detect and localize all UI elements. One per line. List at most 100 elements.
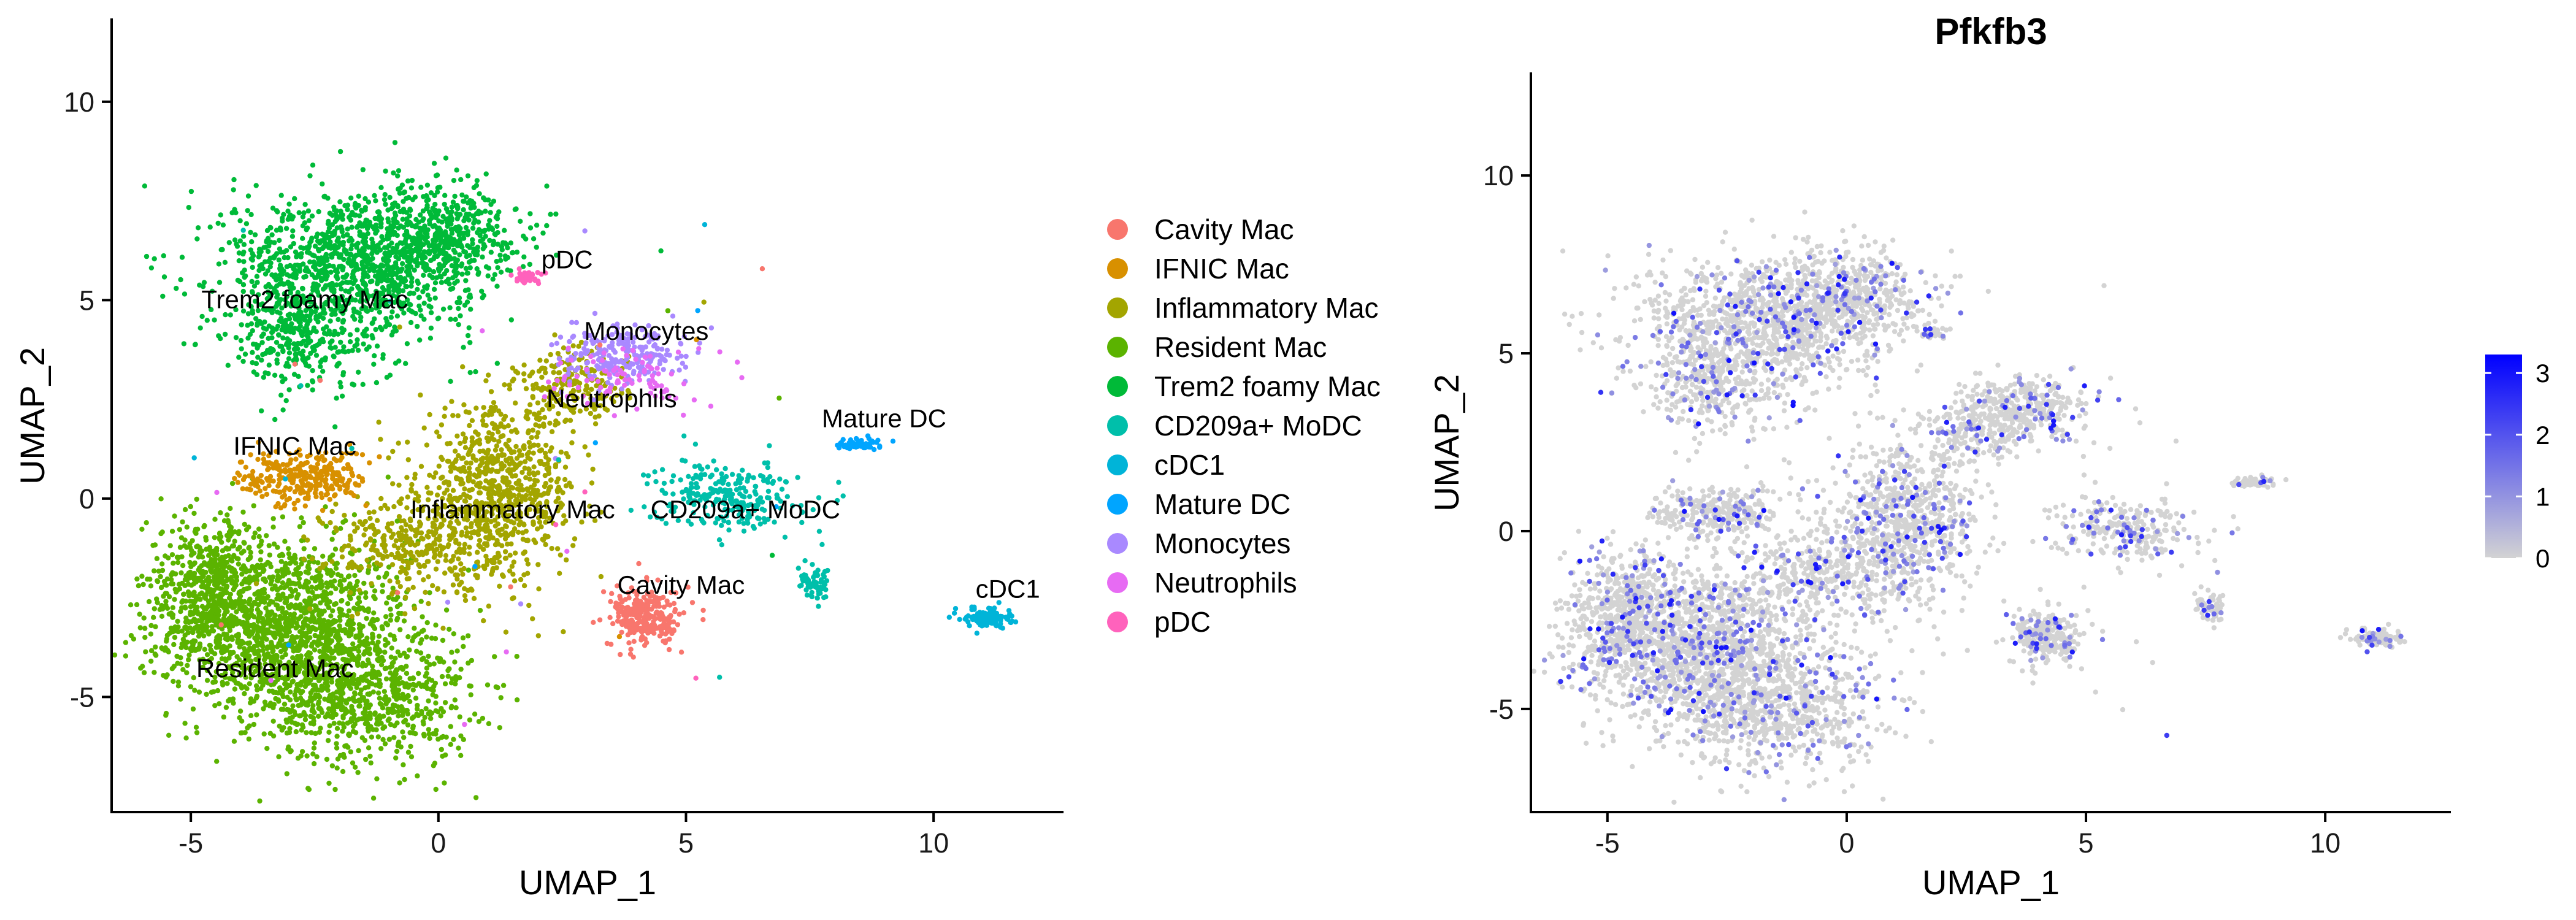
cell-point bbox=[303, 634, 309, 640]
cell-point bbox=[380, 626, 385, 632]
cell-point bbox=[430, 524, 436, 529]
cell-point bbox=[188, 552, 194, 558]
cell-point bbox=[468, 586, 474, 592]
cell-point bbox=[415, 286, 420, 292]
cell-point bbox=[372, 588, 378, 594]
cell-point bbox=[376, 715, 381, 721]
cell-point bbox=[144, 520, 149, 526]
cell-point bbox=[554, 546, 561, 551]
cell-point bbox=[456, 322, 461, 328]
cell-point bbox=[548, 484, 553, 490]
cell-point bbox=[309, 213, 315, 219]
cell-point bbox=[261, 731, 267, 737]
cell-point bbox=[523, 415, 529, 420]
cell-point bbox=[223, 570, 229, 575]
cell-point bbox=[402, 611, 408, 616]
cell-point bbox=[228, 591, 233, 597]
cell-point bbox=[348, 536, 353, 542]
cell-point bbox=[357, 213, 362, 219]
cell-point bbox=[236, 561, 242, 567]
cell-point bbox=[426, 731, 432, 737]
cell-point bbox=[511, 595, 516, 600]
cell-point bbox=[242, 599, 247, 605]
cell-point bbox=[301, 556, 307, 562]
cell-point bbox=[329, 508, 335, 515]
cell-point bbox=[261, 245, 267, 250]
cell-point bbox=[412, 472, 418, 477]
cell-point bbox=[373, 198, 378, 204]
cell-point bbox=[542, 415, 548, 420]
cell-point bbox=[391, 543, 397, 548]
cell-point bbox=[383, 324, 388, 329]
cell-point bbox=[174, 653, 180, 659]
cell-point bbox=[278, 227, 283, 233]
cell-point bbox=[355, 656, 360, 662]
cell-point bbox=[535, 562, 541, 567]
cell-point bbox=[442, 700, 448, 705]
cell-point bbox=[390, 590, 396, 596]
cell-point bbox=[175, 624, 181, 630]
cell-point bbox=[166, 555, 171, 561]
cell-point bbox=[282, 633, 288, 639]
cell-point bbox=[290, 214, 296, 220]
cell-point bbox=[458, 477, 464, 482]
cell-point bbox=[329, 763, 335, 769]
cell-point bbox=[332, 786, 338, 792]
cell-point bbox=[284, 264, 289, 270]
cell-point bbox=[363, 756, 369, 762]
cell-point bbox=[404, 708, 410, 713]
cell-point bbox=[318, 611, 324, 617]
cell-point bbox=[285, 255, 291, 261]
cell-point bbox=[563, 483, 569, 489]
cell-point bbox=[304, 580, 310, 586]
cell-point bbox=[313, 619, 319, 624]
cell-point bbox=[469, 657, 475, 664]
cell-point bbox=[290, 619, 296, 625]
cell-point bbox=[424, 680, 429, 685]
cell-point bbox=[391, 690, 397, 696]
cell-point bbox=[312, 546, 318, 551]
cell-point bbox=[394, 696, 399, 702]
cell-point bbox=[156, 569, 162, 574]
cell-point bbox=[424, 620, 430, 626]
cell-point bbox=[372, 711, 378, 717]
cell-point bbox=[413, 558, 419, 563]
cell-point bbox=[452, 659, 458, 665]
cell-point bbox=[357, 703, 362, 709]
cell-point bbox=[454, 216, 460, 221]
cell-point bbox=[503, 555, 509, 561]
cell-point bbox=[437, 550, 443, 556]
cell-point bbox=[155, 578, 160, 584]
cluster-points bbox=[112, 140, 1019, 804]
cell-point bbox=[466, 294, 472, 300]
cell-point bbox=[401, 735, 407, 740]
cell-point bbox=[413, 633, 418, 638]
cell-point bbox=[331, 721, 337, 726]
cell-point bbox=[220, 222, 226, 228]
cell-point bbox=[496, 408, 502, 414]
cell-point bbox=[188, 684, 194, 689]
cell-point bbox=[239, 638, 245, 645]
cell-point bbox=[184, 524, 190, 530]
cell-point bbox=[369, 547, 374, 553]
cell-point bbox=[437, 543, 443, 549]
cell-point bbox=[348, 590, 353, 596]
cell-point bbox=[372, 274, 378, 279]
cell-point bbox=[327, 599, 332, 605]
cell-point bbox=[296, 210, 302, 215]
cell-point bbox=[275, 573, 281, 579]
cell-point bbox=[458, 440, 463, 447]
cell-point bbox=[370, 664, 375, 669]
cell-point bbox=[337, 643, 342, 648]
cell-point bbox=[255, 607, 261, 613]
cell-point bbox=[374, 776, 380, 782]
cell-point bbox=[427, 335, 434, 341]
cell-point bbox=[404, 550, 409, 555]
cell-point bbox=[328, 631, 333, 637]
cell-point bbox=[386, 455, 391, 461]
cell-point bbox=[308, 713, 313, 719]
cell-point bbox=[450, 557, 455, 563]
cell-point bbox=[229, 698, 236, 703]
